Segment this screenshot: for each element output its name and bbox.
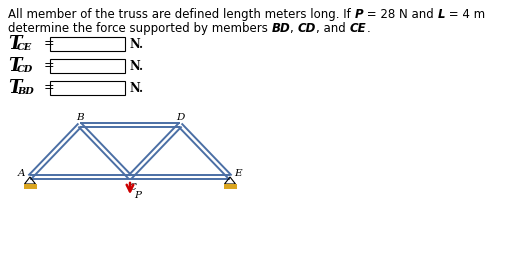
Bar <box>50 59 125 73</box>
Bar <box>23 184 37 189</box>
Text: N.: N. <box>129 81 143 95</box>
Text: CD: CD <box>298 22 316 35</box>
Text: =: = <box>44 60 55 73</box>
Text: = 4 m: = 4 m <box>445 8 485 21</box>
Text: CD: CD <box>17 64 33 74</box>
Text: P: P <box>134 190 141 199</box>
Text: ,: , <box>291 22 298 35</box>
Text: CE: CE <box>17 43 32 52</box>
Bar <box>50 81 125 95</box>
Text: BD: BD <box>17 87 34 95</box>
Text: .: . <box>367 22 370 35</box>
Text: D: D <box>176 113 184 123</box>
Text: =: = <box>44 81 55 95</box>
Text: A: A <box>18 169 26 179</box>
Text: P: P <box>354 8 363 21</box>
Bar <box>224 184 236 189</box>
Text: T: T <box>8 35 21 53</box>
Text: =: = <box>44 38 55 50</box>
Text: BD: BD <box>272 22 291 35</box>
Text: , and: , and <box>316 22 350 35</box>
Text: determine the force supported by members: determine the force supported by members <box>8 22 272 35</box>
Text: N.: N. <box>129 60 143 73</box>
Text: B: B <box>76 113 84 123</box>
Text: L: L <box>438 8 445 21</box>
Text: T: T <box>8 79 21 97</box>
Text: = 28 N and: = 28 N and <box>363 8 438 21</box>
Bar <box>50 37 125 51</box>
Text: C: C <box>129 183 137 192</box>
Text: T: T <box>8 57 21 75</box>
Text: All member of the truss are defined length meters long. If: All member of the truss are defined leng… <box>8 8 354 21</box>
Text: CE: CE <box>350 22 367 35</box>
Text: N.: N. <box>129 38 143 50</box>
Text: E: E <box>234 169 242 179</box>
